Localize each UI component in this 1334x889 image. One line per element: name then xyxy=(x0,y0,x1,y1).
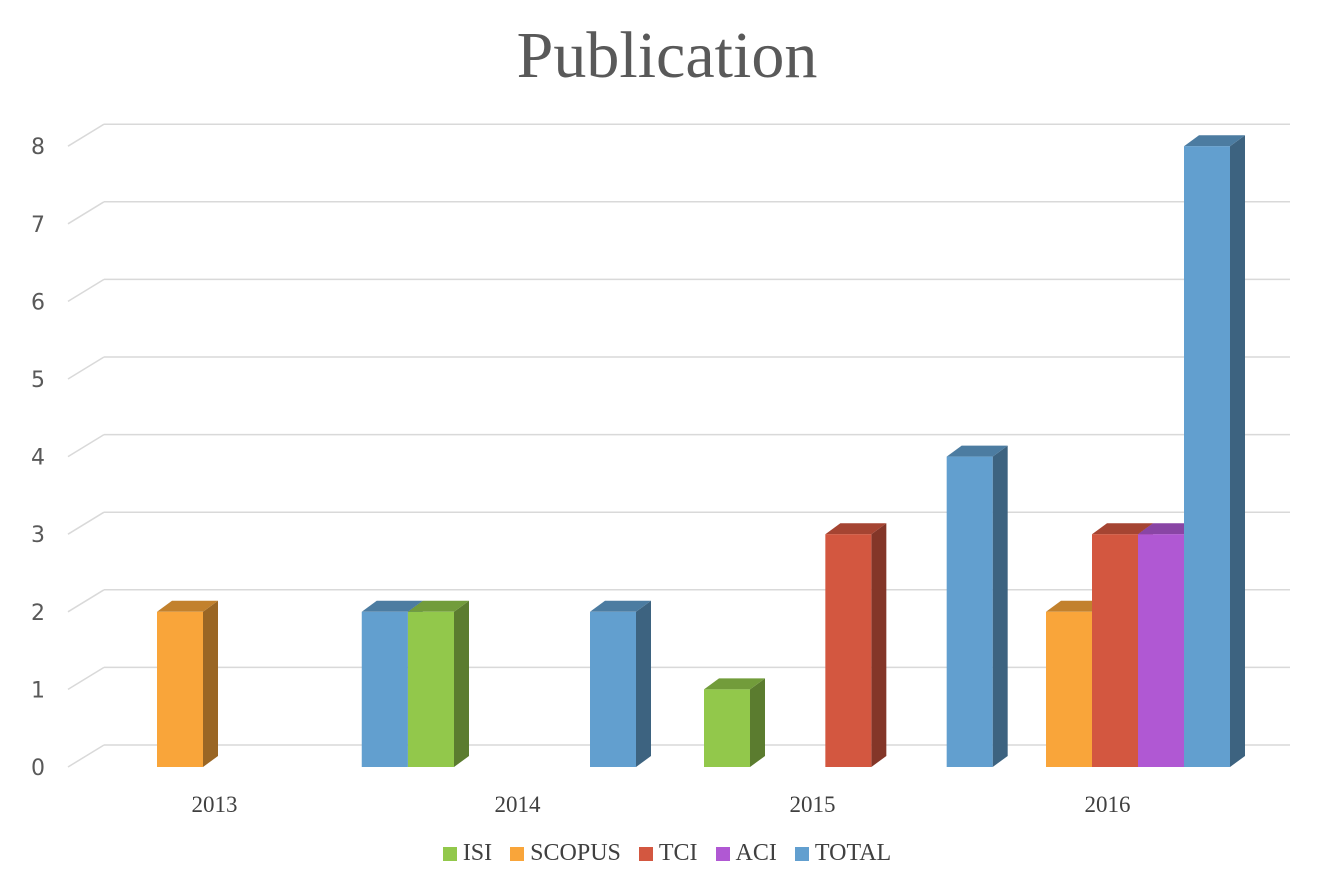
legend-label: ISI xyxy=(462,840,493,866)
legend-label: TOTAL xyxy=(814,840,892,866)
y-tick-label: 3 xyxy=(31,523,45,548)
gridline xyxy=(67,511,1290,535)
legend-item-aci: ACI xyxy=(715,840,777,867)
legend-label: TCI xyxy=(658,840,698,866)
gridline xyxy=(67,123,1290,147)
y-tick-label: 1 xyxy=(31,678,45,703)
gridline xyxy=(67,433,1290,458)
legend-item-isi: ISI xyxy=(442,840,493,867)
y-tick-label: 2 xyxy=(31,601,45,626)
y-tick-label: 4 xyxy=(31,446,45,471)
legend-swatch xyxy=(442,846,457,861)
bar-isi-2015 xyxy=(704,678,765,767)
legend-label: ACI xyxy=(735,840,777,866)
legend-item-total: TOTAL xyxy=(794,840,892,867)
y-tick-label: 8 xyxy=(31,135,45,160)
y-tick-label: 0 xyxy=(31,756,45,781)
legend-swatch xyxy=(510,846,525,861)
gridline xyxy=(67,278,1290,303)
bar-total-2016 xyxy=(1184,135,1245,767)
bar-total-2015 xyxy=(946,445,1008,767)
legend-swatch xyxy=(794,846,809,861)
legend-item-tci: TCI xyxy=(638,840,698,867)
gridline xyxy=(67,201,1290,225)
chart-title: Publication xyxy=(516,19,818,92)
bar-isi-2014 xyxy=(408,600,469,767)
bar-tci-2015 xyxy=(825,523,887,767)
x-tick-label: 2015 xyxy=(790,792,836,817)
gridline xyxy=(67,356,1290,380)
x-tick-label: 2016 xyxy=(1085,792,1131,817)
legend-swatch xyxy=(638,846,653,861)
x-tick-label: 2014 xyxy=(495,792,542,817)
bar-total-2014 xyxy=(590,600,651,767)
legend-item-scopus: SCOPUS xyxy=(510,840,621,867)
bar-scopus-2013 xyxy=(157,600,218,767)
y-tick-label: 5 xyxy=(31,368,45,393)
y-tick-label: 7 xyxy=(31,213,45,238)
y-tick-label: 6 xyxy=(31,290,45,315)
legend-swatch xyxy=(715,846,730,861)
x-tick-label: 2013 xyxy=(192,792,238,817)
legend-label: SCOPUS xyxy=(530,840,621,866)
chart-legend: ISI SCOPUS TCI ACI TOTAL xyxy=(0,840,1334,867)
